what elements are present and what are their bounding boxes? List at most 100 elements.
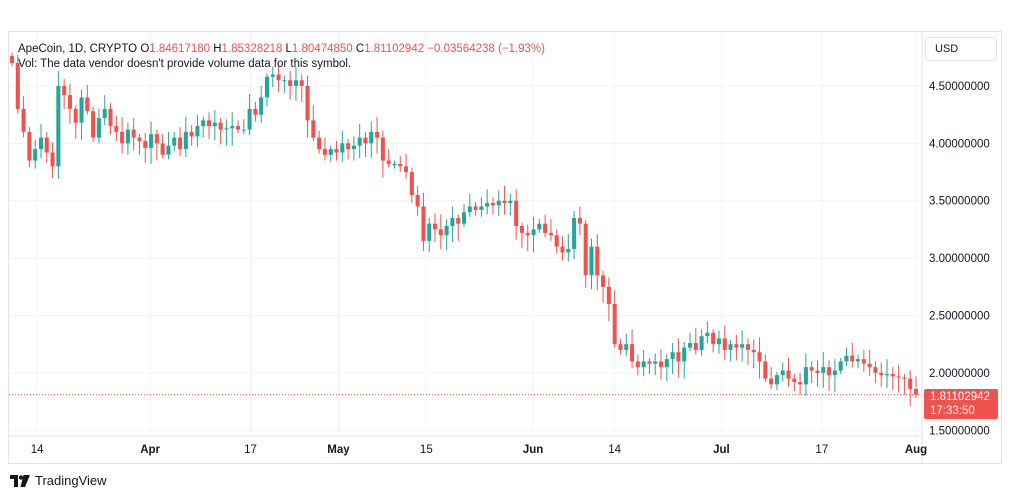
candle-body (716, 338, 722, 345)
candle-body (467, 206, 472, 213)
candle (253, 102, 258, 122)
candle (641, 349, 646, 377)
candle (62, 79, 67, 109)
candle-body (821, 367, 826, 373)
candle (444, 219, 449, 251)
candle-body (102, 108, 107, 119)
candle-body (867, 363, 872, 368)
candle-body (166, 145, 171, 155)
candle-body (896, 376, 901, 378)
candle-body (415, 194, 420, 207)
candle (861, 349, 866, 372)
candle-body (108, 108, 113, 127)
candle (490, 197, 496, 215)
candle (757, 337, 762, 379)
candle (693, 328, 698, 355)
candle (653, 353, 658, 376)
candle-body (630, 344, 635, 362)
candle-body (525, 232, 530, 236)
candle (120, 116, 125, 154)
currency-button[interactable]: USD (925, 37, 997, 61)
candle (763, 354, 768, 383)
candle (415, 185, 420, 216)
candle (740, 330, 745, 362)
candle (908, 370, 913, 407)
candle-body (357, 137, 362, 146)
candle-body (913, 388, 919, 395)
candle (154, 129, 159, 161)
candle (890, 367, 895, 391)
close-label: C (355, 43, 365, 55)
chart-frame (8, 31, 1002, 464)
candle (670, 343, 675, 375)
candle (21, 96, 26, 138)
candle (711, 329, 716, 353)
candle-body (606, 286, 611, 305)
open-label: O (140, 43, 150, 55)
candle-body (728, 344, 733, 350)
candle (224, 119, 229, 146)
candle (195, 114, 200, 147)
high-label: H (213, 43, 222, 55)
candle (264, 73, 270, 107)
candle-body (543, 223, 548, 233)
candle (392, 160, 397, 169)
candle-body (601, 275, 606, 287)
candle-body (554, 235, 559, 247)
candle-body (490, 203, 496, 206)
candle-body (212, 122, 217, 127)
candle (879, 362, 884, 387)
candle-body (740, 344, 745, 348)
candle (201, 116, 206, 138)
candle (798, 372, 803, 395)
candle (125, 122, 130, 155)
candle-body (386, 160, 391, 164)
tradingview-brand[interactable]: TradingView (10, 473, 107, 488)
candle-body (9, 56, 15, 63)
price-axis: 4.50000000 4.00000000 3.50000000 3.00000000… (929, 81, 990, 437)
candle-body (160, 143, 165, 155)
candle (206, 112, 212, 139)
x-tick-label: 17 (244, 444, 257, 456)
last-price-value: 1.81102942 (930, 391, 990, 403)
candle (131, 118, 136, 151)
candle (427, 217, 432, 253)
candle-body (595, 246, 600, 276)
candle (56, 71, 61, 179)
candle (322, 137, 327, 161)
candle (241, 119, 246, 135)
candle (346, 138, 351, 160)
candle-body (890, 374, 895, 377)
candle (566, 234, 571, 262)
candle-body (444, 225, 449, 236)
candle-body (635, 361, 640, 368)
candle-body (392, 163, 397, 165)
candle-body (763, 361, 768, 379)
candle (612, 290, 617, 348)
candle-body (114, 126, 119, 132)
candle-body (751, 349, 756, 353)
candle (815, 360, 820, 387)
candle (398, 155, 403, 173)
symbol-title: ApeCoin, 1D, CRYPTO (18, 43, 138, 55)
candle-body (502, 200, 507, 204)
candle-body (409, 172, 414, 195)
candle (884, 359, 890, 388)
candle-body (653, 361, 658, 364)
candle-body (508, 200, 513, 204)
candle-body (682, 347, 687, 362)
candle (774, 371, 779, 391)
grid-layer (9, 32, 921, 436)
candle (317, 130, 322, 154)
candle-body (780, 370, 785, 376)
candle (386, 149, 391, 168)
candle (357, 123, 362, 159)
candle-body (774, 375, 779, 385)
candle (178, 127, 183, 156)
candle (479, 197, 484, 217)
candle-body (178, 137, 183, 150)
candle (601, 270, 606, 303)
candle-body (438, 229, 443, 236)
candle (166, 131, 171, 160)
